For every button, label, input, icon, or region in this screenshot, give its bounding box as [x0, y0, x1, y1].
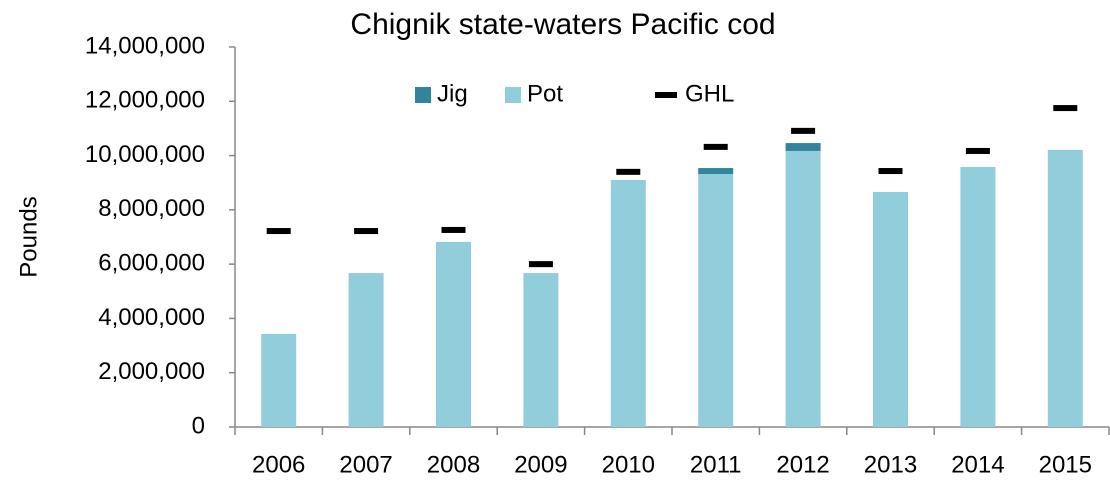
bar-segment — [1047, 149, 1083, 427]
ghl-marker — [441, 226, 466, 233]
legend-label: Jig — [437, 80, 468, 107]
chart-title: Chignik state-waters Pacific cod — [350, 8, 775, 41]
bar-segment — [610, 180, 646, 427]
ghl-marker — [354, 228, 379, 235]
x-tick-label: 2015 — [1039, 451, 1092, 478]
bar-segment — [785, 150, 821, 427]
bar-segment — [348, 273, 384, 427]
bar-segment — [698, 168, 734, 175]
ghl-marker — [266, 228, 291, 235]
ghl-marker — [1053, 105, 1078, 112]
x-tick-label: 2014 — [951, 451, 1004, 478]
x-tick-label: 2008 — [427, 451, 480, 478]
y-tick-label: 14,000,000 — [85, 32, 205, 59]
bar-segment — [960, 166, 996, 427]
y-tick-label: 2,000,000 — [98, 358, 205, 385]
y-tick-label: 10,000,000 — [85, 141, 205, 168]
legend-swatch — [415, 87, 431, 103]
y-tick-label: 6,000,000 — [98, 249, 205, 276]
bar-segment — [785, 143, 821, 151]
x-tick-label: 2012 — [776, 451, 829, 478]
ghl-marker — [965, 147, 990, 154]
y-tick-label: 4,000,000 — [98, 304, 205, 331]
y-tick-label: 12,000,000 — [85, 87, 205, 114]
x-tick-label: 2007 — [339, 451, 392, 478]
bar-segment — [698, 174, 734, 427]
bar-segment — [261, 333, 297, 427]
ghl-marker — [528, 261, 553, 268]
ghl-marker — [791, 127, 816, 134]
bar-segment — [523, 273, 559, 427]
y-axis-label: Pounds — [15, 196, 42, 277]
x-tick-label: 2009 — [514, 451, 567, 478]
bar-segment — [873, 191, 908, 427]
x-tick-label: 2013 — [864, 451, 917, 478]
x-tick-label: 2006 — [252, 451, 305, 478]
x-tick-label: 2010 — [602, 451, 655, 478]
ghl-marker — [703, 143, 728, 150]
legend-swatch — [505, 87, 521, 103]
y-tick-label: 8,000,000 — [98, 195, 205, 222]
bar-segment — [436, 241, 471, 427]
legend-label: Pot — [527, 80, 563, 107]
legend-swatch — [655, 92, 677, 98]
legend-label: GHL — [685, 80, 734, 107]
ghl-marker — [616, 168, 641, 175]
y-tick-label: 0 — [192, 412, 205, 439]
ghl-marker — [878, 168, 903, 175]
x-tick-label: 2011 — [690, 451, 742, 478]
